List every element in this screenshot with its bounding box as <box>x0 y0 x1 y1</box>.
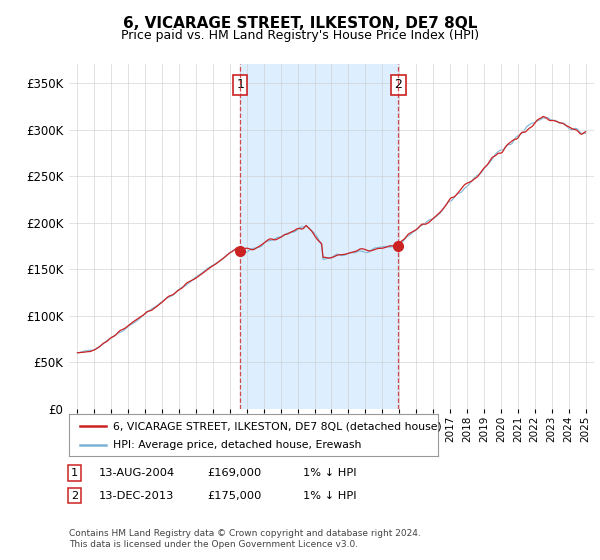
Text: Price paid vs. HM Land Registry's House Price Index (HPI): Price paid vs. HM Land Registry's House … <box>121 29 479 42</box>
Text: 1: 1 <box>71 468 78 478</box>
Text: 13-DEC-2013: 13-DEC-2013 <box>99 491 175 501</box>
Text: 6, VICARAGE STREET, ILKESTON, DE7 8QL: 6, VICARAGE STREET, ILKESTON, DE7 8QL <box>123 16 477 31</box>
Text: HPI: Average price, detached house, Erewash: HPI: Average price, detached house, Erew… <box>113 440 362 450</box>
Text: 1% ↓ HPI: 1% ↓ HPI <box>303 491 356 501</box>
Text: 1% ↓ HPI: 1% ↓ HPI <box>303 468 356 478</box>
Text: 2: 2 <box>395 78 403 91</box>
Text: £175,000: £175,000 <box>207 491 262 501</box>
Text: 1: 1 <box>236 78 244 91</box>
Text: 13-AUG-2004: 13-AUG-2004 <box>99 468 175 478</box>
Text: Contains HM Land Registry data © Crown copyright and database right 2024.
This d: Contains HM Land Registry data © Crown c… <box>69 529 421 549</box>
Text: 2: 2 <box>71 491 78 501</box>
Text: 6, VICARAGE STREET, ILKESTON, DE7 8QL (detached house): 6, VICARAGE STREET, ILKESTON, DE7 8QL (d… <box>113 421 442 431</box>
Bar <box>241 64 398 409</box>
Text: £169,000: £169,000 <box>207 468 261 478</box>
